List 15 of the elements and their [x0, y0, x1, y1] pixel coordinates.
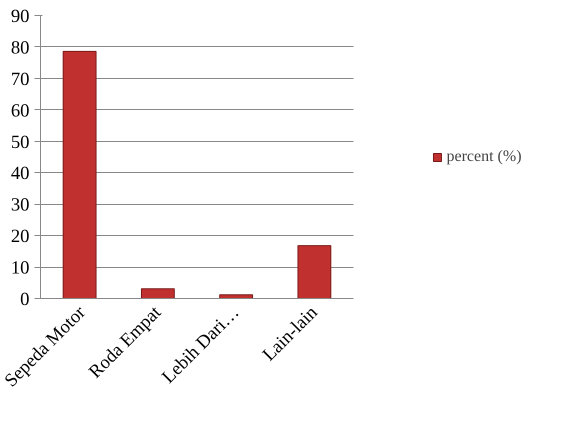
- y-tick-label: 40: [10, 163, 30, 184]
- legend-label: percent (%): [446, 148, 522, 166]
- y-tick-label: 60: [10, 100, 30, 122]
- y-tick-label: 80: [10, 37, 30, 58]
- y-tick-label: 70: [10, 68, 30, 90]
- bar: [297, 245, 332, 298]
- bar: [62, 50, 97, 298]
- y-tick-label: 30: [10, 194, 30, 216]
- y-tick-label: 10: [10, 258, 30, 279]
- y-tick-label: 0: [20, 289, 30, 310]
- bar: [140, 288, 175, 298]
- y-tick-label: 90: [10, 6, 30, 27]
- y-tick-label: 20: [10, 226, 30, 248]
- y-tick-label: 50: [10, 132, 30, 153]
- bar: [219, 294, 254, 298]
